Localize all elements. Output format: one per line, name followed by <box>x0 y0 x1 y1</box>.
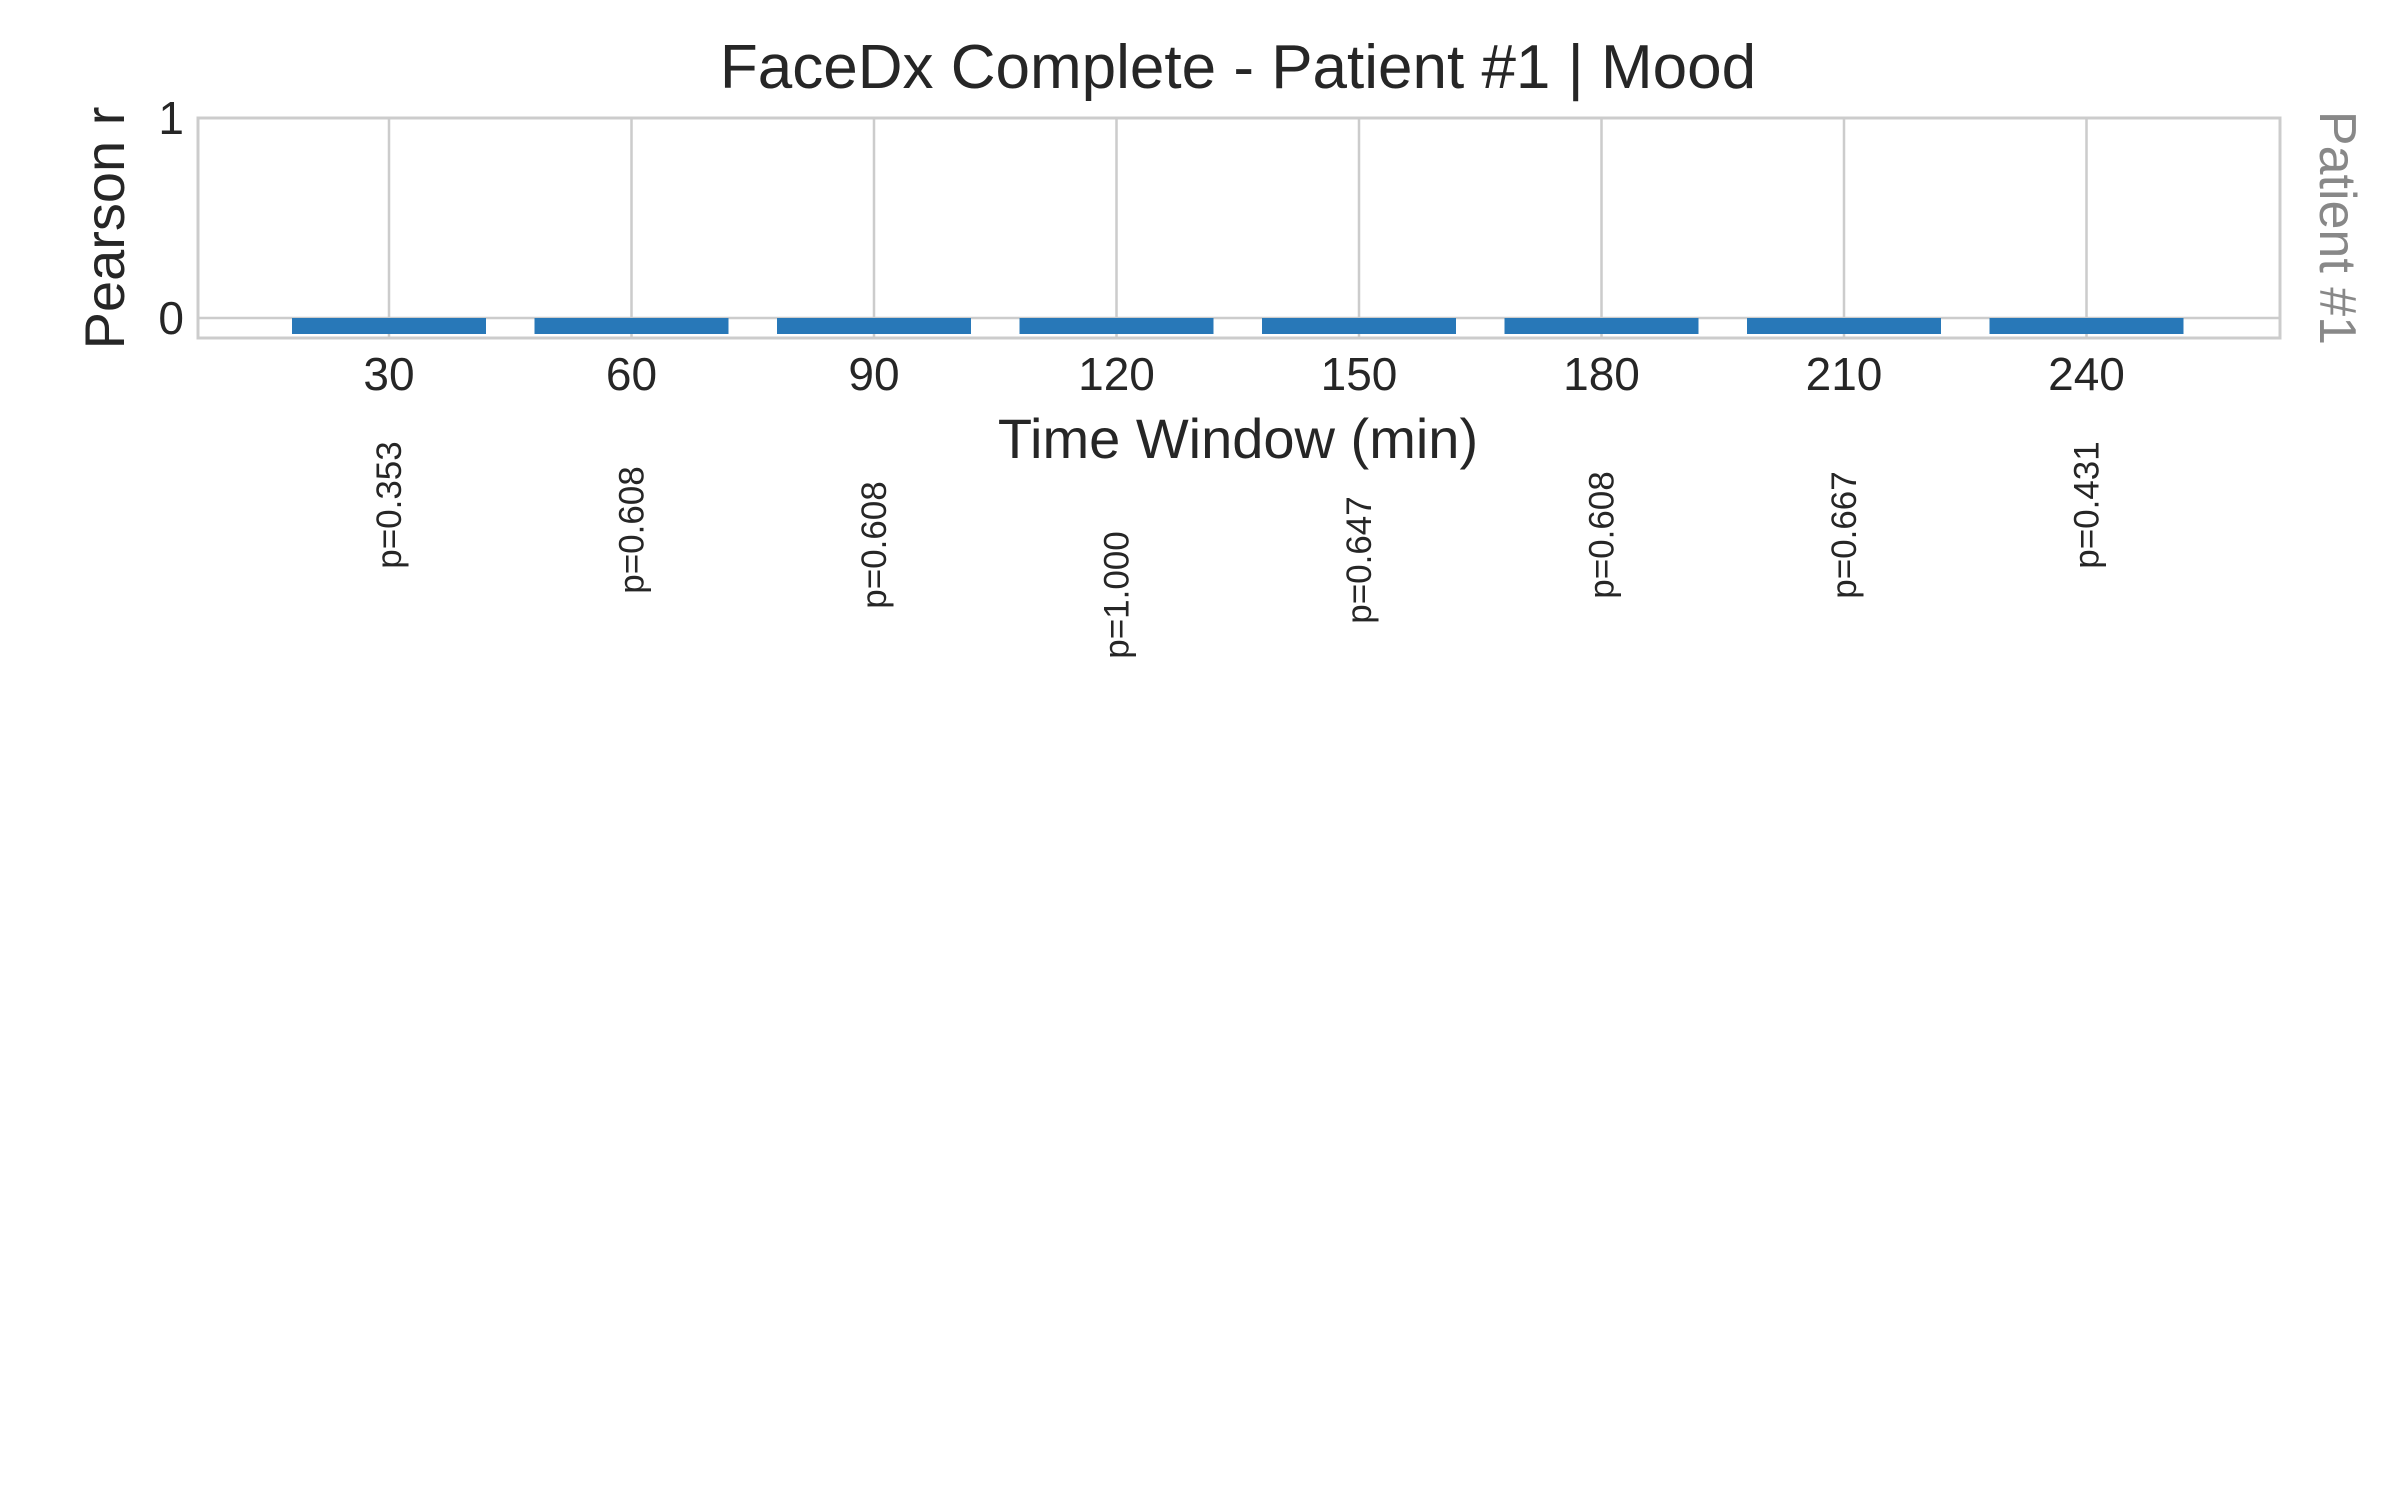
x-tick-label-60: 60 <box>606 348 657 400</box>
grid-lines <box>198 116 2280 338</box>
y-tick-label: 1 <box>158 92 184 144</box>
x-tick-label-90: 90 <box>848 348 899 400</box>
bar-120 <box>1019 318 1214 334</box>
plot-frame <box>196 116 2282 340</box>
bar-150 <box>1262 318 1456 334</box>
x-axis-label: Time Window (min) <box>998 407 1478 470</box>
p-value-label: p=0.667 <box>1825 471 1864 599</box>
x-tick-label-30: 30 <box>363 348 414 400</box>
p-value-label: p=0.608 <box>855 481 894 609</box>
x-tick-labels: 30 60 90 120 150 180 210 240 <box>363 348 2124 400</box>
p-value-label: p=0.608 <box>613 466 652 594</box>
patient-side-label: Patient #1 <box>2308 111 2366 345</box>
x-tick-label-180: 180 <box>1563 348 1640 400</box>
y-tick-label: 0 <box>158 292 184 344</box>
p-value-label: p=0.353 <box>370 441 409 569</box>
bar-180 <box>1504 318 1699 334</box>
p-value-label: p=0.608 <box>1583 471 1622 599</box>
x-tick-label-150: 150 <box>1321 348 1398 400</box>
bar-210 <box>1747 318 1941 334</box>
bars <box>292 318 2184 334</box>
bar-30 <box>292 318 486 334</box>
p-value-labels: p=0.353 p=0.608 p=0.608 p=1.000 p=0.647 p=0.6… <box>370 441 2107 659</box>
bar-60 <box>534 318 729 334</box>
x-tick-label-210: 210 <box>1806 348 1883 400</box>
bar-90 <box>777 318 971 334</box>
x-tick-label-120: 120 <box>1078 348 1155 400</box>
chart-title: FaceDx Complete - Patient #1 | Mood <box>720 33 1756 102</box>
x-tick-label-240: 240 <box>2048 348 2125 400</box>
bar-240 <box>1989 318 2184 334</box>
p-value-label: p=0.431 <box>2068 441 2107 569</box>
p-value-label: p=1.000 <box>1098 531 1137 659</box>
y-axis-label: Pearson r <box>73 107 136 350</box>
p-value-label: p=0.647 <box>1340 496 1379 624</box>
y-tick-labels: 01 <box>158 92 184 344</box>
